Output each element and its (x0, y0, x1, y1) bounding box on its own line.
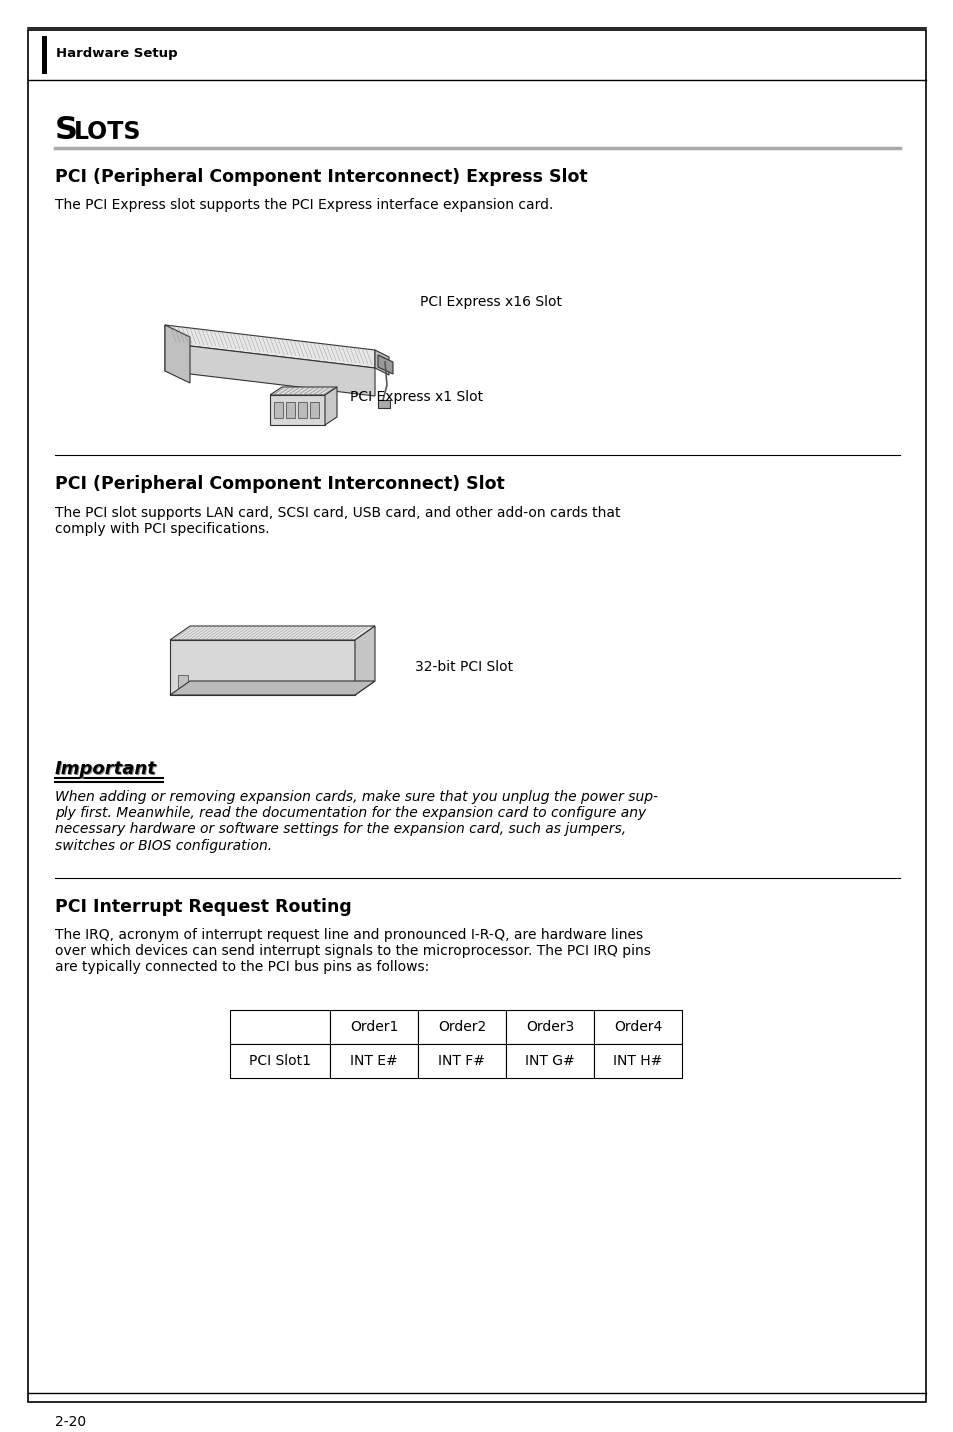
Text: Order1: Order1 (350, 1020, 397, 1034)
Text: PCI Express x1 Slot: PCI Express x1 Slot (350, 390, 482, 404)
Bar (230, 1010, 330, 1044)
Text: 32-bit PCI Slot: 32-bit PCI Slot (415, 660, 513, 674)
Text: INT G#: INT G# (524, 1054, 575, 1068)
Text: PCI (Peripheral Component Interconnect) Express Slot: PCI (Peripheral Component Interconnect) … (55, 168, 587, 186)
Polygon shape (286, 402, 294, 418)
Text: 2-20: 2-20 (55, 1415, 86, 1429)
Bar (330, 1010, 417, 1044)
Polygon shape (170, 640, 355, 695)
Polygon shape (355, 626, 375, 695)
Text: Hardware Setup: Hardware Setup (56, 47, 177, 60)
Text: The PCI slot supports LAN card, SCSI card, USB card, and other add-on cards that: The PCI slot supports LAN card, SCSI car… (55, 505, 619, 536)
Polygon shape (165, 325, 375, 368)
Text: PCI (Peripheral Component Interconnect) Slot: PCI (Peripheral Component Interconnect) … (55, 475, 504, 493)
Text: S: S (55, 115, 78, 146)
Bar (230, 1044, 330, 1078)
Polygon shape (270, 395, 325, 425)
Text: PCI Interrupt Request Routing: PCI Interrupt Request Routing (55, 898, 352, 916)
Bar (417, 1010, 505, 1044)
Text: The PCI Express slot supports the PCI Express interface expansion card.: The PCI Express slot supports the PCI Ex… (55, 198, 553, 212)
Bar (330, 1044, 417, 1078)
Text: The IRQ, acronym of interrupt request line and pronounced I-R-Q, are hardware li: The IRQ, acronym of interrupt request li… (55, 928, 650, 974)
Bar (594, 1044, 681, 1078)
Polygon shape (170, 626, 375, 640)
Text: INT H#: INT H# (613, 1054, 662, 1068)
Bar (594, 1010, 681, 1044)
Text: INT E#: INT E# (350, 1054, 397, 1068)
Polygon shape (310, 402, 318, 418)
Text: Order2: Order2 (437, 1020, 486, 1034)
Bar (505, 1044, 594, 1078)
Text: Order4: Order4 (613, 1020, 661, 1034)
Bar (42, 36, 47, 74)
Polygon shape (325, 387, 336, 425)
Polygon shape (170, 682, 375, 695)
Polygon shape (274, 402, 283, 418)
Polygon shape (375, 349, 389, 375)
Text: PCI Slot1: PCI Slot1 (249, 1054, 311, 1068)
Text: LOTS: LOTS (74, 120, 141, 145)
Text: Important: Important (56, 760, 157, 779)
Polygon shape (297, 402, 307, 418)
Polygon shape (178, 674, 188, 690)
Text: INT F#: INT F# (438, 1054, 485, 1068)
Polygon shape (270, 387, 336, 395)
Polygon shape (165, 344, 375, 397)
Polygon shape (165, 325, 190, 382)
Text: Important: Important (55, 760, 156, 778)
Text: When adding or removing expansion cards, make sure that you unplug the power sup: When adding or removing expansion cards,… (55, 790, 658, 852)
Polygon shape (377, 355, 393, 374)
Bar (377, 400, 390, 408)
Bar (505, 1010, 594, 1044)
Text: PCI Express x16 Slot: PCI Express x16 Slot (419, 295, 561, 309)
Text: Order3: Order3 (525, 1020, 574, 1034)
Bar (417, 1044, 505, 1078)
